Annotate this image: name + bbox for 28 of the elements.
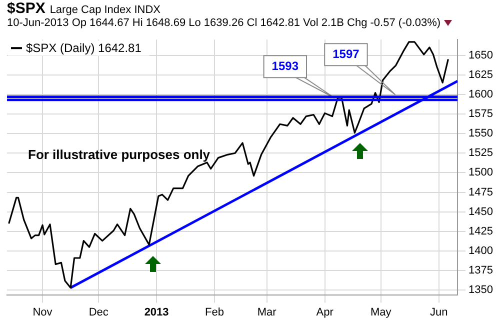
y-tick-label: 1425 [468, 225, 494, 238]
annotation: For illustrative purposes only [28, 147, 211, 162]
y-tick-label: 1450 [468, 206, 494, 218]
x-tick-label: May [370, 306, 392, 318]
x-tick-label: 2013 [144, 306, 169, 318]
y-tick-label: 1650 [468, 49, 494, 62]
ref-line-label: 1597 [332, 46, 360, 61]
y-tick-label: 1375 [468, 264, 494, 277]
x-tick-label: Nov [32, 306, 53, 318]
y-tick-label: 1400 [468, 244, 494, 257]
x-tick-label: Apr [316, 306, 334, 318]
y-tick-label: 1500 [468, 166, 494, 179]
y-tick-label: 1550 [468, 128, 494, 140]
x-tick-label: Feb [205, 306, 224, 318]
y-tick-label: 1600 [468, 88, 494, 100]
chart-title: $SPX [7, 0, 46, 17]
text: 10-Jun-2013 Op 1644.67 Hi 1648.69 Lo 1639.26 Cl 1642.81 Vol 2.1B Chg -0.57 (-0.03%) [7, 16, 442, 30]
legend-label: $SPX (Daily) 1642.81 [26, 40, 142, 55]
y-tick-label: 1525 [468, 147, 494, 160]
x-tick-label: Mar [257, 306, 277, 318]
y-tick-label: 1575 [468, 108, 494, 120]
y-tick-label: 1625 [468, 68, 494, 81]
x-tick-label: Dec [88, 306, 109, 318]
y-tick-label: 1475 [468, 186, 494, 198]
ref-line-label: 1593 [272, 58, 299, 73]
chart-subtitle: Large Cap Index INDX [50, 4, 160, 16]
x-tick-label: Jun [430, 306, 448, 318]
y-tick-label: 1350 [468, 284, 494, 296]
